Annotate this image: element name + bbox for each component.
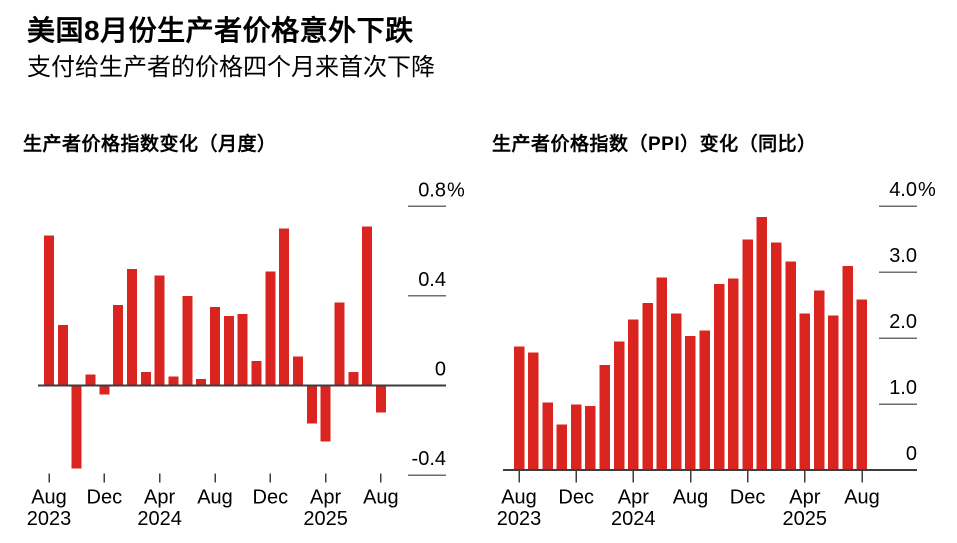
bar-jul-2025	[842, 266, 853, 470]
bar-apr-2024	[628, 319, 639, 470]
chart-title-monthly: 生产者价格指数变化（月度）	[23, 134, 277, 155]
y-tick-label: 0	[435, 359, 446, 381]
bar-apr-2025	[799, 313, 811, 470]
bar-feb-2025	[770, 242, 782, 470]
bar-oct-2024	[713, 283, 725, 470]
bar-nov-2023	[85, 374, 96, 386]
bar-may-2025	[334, 302, 345, 386]
x-year-label: 2025	[783, 508, 828, 530]
bar-jun-2024	[656, 277, 668, 470]
bar-dec-2024	[265, 271, 276, 386]
bar-feb-2024	[599, 365, 610, 470]
chart-title-yoy: 生产者价格指数（PPI）变化（同比）	[492, 134, 817, 155]
bar-aug-2024	[209, 307, 220, 386]
bar-jun-2024	[182, 295, 193, 386]
bar-jul-2024	[670, 313, 682, 470]
bar-nov-2024	[251, 360, 262, 386]
x-tick-label: Apr	[144, 487, 175, 509]
bar-mar-2024	[613, 341, 625, 470]
x-tick-label: Aug	[31, 487, 67, 509]
bar-may-2025	[813, 290, 825, 470]
x-year-label: 2023	[497, 508, 542, 530]
page-title: 美国8月份生产者价格意外下跌	[27, 15, 414, 46]
bar-apr-2024	[154, 275, 165, 386]
y-tick-label: -0.4	[412, 448, 446, 470]
bar-mar-2024	[140, 372, 151, 386]
bar-nov-2023	[556, 424, 568, 470]
x-tick-label: Aug	[363, 487, 399, 509]
bar-sep-2024	[699, 330, 711, 470]
x-year-label: 2024	[137, 508, 182, 530]
y-tick-label: 4.0	[889, 179, 917, 201]
bar-jul-2024	[196, 378, 207, 386]
bar-feb-2025	[292, 356, 303, 386]
y-tick-label: 0.8	[418, 179, 446, 201]
bar-aug-2024	[685, 336, 696, 470]
bar-aug-2023	[513, 346, 525, 470]
x-year-label: 2023	[27, 508, 72, 530]
bar-dec-2024	[742, 239, 753, 470]
bar-jun-2025	[348, 372, 359, 386]
page-subtitle: 支付给生产者的价格四个月来首次下降	[27, 54, 435, 81]
bar-oct-2024	[237, 313, 248, 386]
x-year-label: 2025	[303, 508, 348, 530]
bar-mar-2025	[306, 385, 317, 424]
bar-oct-2023	[71, 385, 82, 469]
x-tick-label: Dec	[730, 487, 766, 509]
bar-feb-2024	[126, 269, 137, 386]
x-tick-label: Dec	[253, 487, 289, 509]
y-tick-label: 3.0	[889, 245, 917, 267]
y-tick-label: 2.0	[889, 311, 917, 333]
bar-sep-2023	[528, 352, 539, 470]
bar-may-2024	[168, 376, 179, 386]
y-unit-label: %	[918, 179, 936, 201]
bar-jan-2025	[279, 228, 290, 386]
bar-jul-2025	[362, 226, 373, 386]
bar-sep-2023	[57, 325, 68, 386]
x-tick-label: Apr	[618, 487, 649, 509]
bar-jan-2024	[113, 304, 124, 386]
bar-jan-2025	[756, 217, 768, 470]
x-tick-label: Dec	[87, 487, 123, 509]
bar-dec-2023	[99, 385, 110, 395]
bar-may-2024	[642, 303, 653, 470]
x-tick-label: Aug	[197, 487, 233, 509]
bar-aug-2023	[44, 235, 54, 386]
y-unit-label: %	[447, 179, 465, 201]
bar-sep-2024	[223, 316, 234, 386]
bar-aug-2025	[856, 299, 868, 470]
x-year-label: 2024	[611, 508, 656, 530]
bar-dec-2023	[570, 404, 582, 470]
x-tick-label: Aug	[501, 487, 537, 509]
bar-apr-2025	[320, 385, 331, 442]
x-tick-label: Aug	[673, 487, 709, 509]
x-tick-label: Apr	[310, 487, 341, 509]
bar-jun-2025	[828, 315, 839, 470]
bar-oct-2023	[542, 402, 553, 470]
bar-aug-2025	[375, 385, 386, 413]
bar-nov-2024	[728, 278, 739, 470]
x-tick-label: Apr	[789, 487, 820, 509]
y-tick-label: 0.4	[418, 269, 446, 291]
x-tick-label: Aug	[844, 487, 880, 509]
y-tick-label: 0	[906, 443, 917, 465]
header: 美国8月份生产者价格意外下跌 支付给生产者的价格四个月来首次下降	[27, 14, 435, 82]
bar-mar-2025	[785, 261, 796, 470]
x-tick-label: Dec	[558, 487, 594, 509]
y-tick-label: 1.0	[889, 377, 917, 399]
bar-jan-2024	[585, 405, 596, 470]
